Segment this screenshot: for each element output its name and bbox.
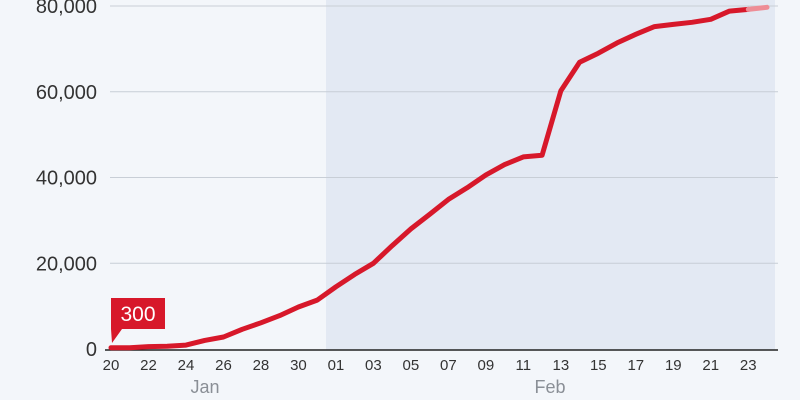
x-tick-label: 22: [140, 357, 157, 374]
x-tick-label: 07: [440, 357, 457, 374]
x-tick-label: 01: [328, 357, 345, 374]
y-tick-label: 20,000: [36, 253, 97, 275]
x-tick-label: 03: [365, 357, 382, 374]
start-value-callout: 300: [111, 298, 165, 343]
x-tick-label: 15: [590, 357, 607, 374]
callout-box: [111, 298, 165, 343]
x-tick-label: 26: [215, 357, 232, 374]
x-tick-label: 13: [552, 357, 569, 374]
month-labels: Jan Feb: [190, 377, 565, 397]
y-tick-label: 0: [86, 339, 97, 361]
x-tick-label: 19: [665, 357, 682, 374]
x-axis-ticks: 20 22 24 26 28 30 01 03 05 07 09 11 13 15 17 19 21 23: [103, 357, 757, 374]
x-tick-label: 28: [253, 357, 270, 374]
x-tick-label: 11: [516, 357, 532, 374]
x-tick-label: 21: [702, 357, 719, 374]
y-tick-label: 80,000: [36, 0, 97, 18]
feb-shaded-band: [326, 0, 775, 350]
x-tick-label: 05: [403, 357, 420, 374]
gridlines: [105, 5, 778, 351]
y-tick-label: 40,000: [36, 168, 97, 190]
series-line-latest-segment: [745, 4, 770, 12]
month-label-jan: Jan: [190, 377, 219, 397]
y-axis-ticks: 0 20,000 40,000 60,000 80,000: [36, 0, 97, 361]
x-tick-label: 30: [290, 357, 307, 374]
x-tick-label: 23: [740, 357, 757, 374]
y-tick-label: 60,000: [36, 82, 97, 104]
x-tick-label: 09: [478, 357, 495, 374]
x-tick-label: 24: [178, 357, 195, 374]
series-layer: [108, 4, 770, 351]
x-tick-label: 17: [627, 357, 644, 374]
x-tick-label: 20: [103, 357, 120, 374]
series-line: [108, 6, 751, 351]
callout-label: 300: [120, 303, 155, 326]
month-label-feb: Feb: [534, 377, 565, 397]
